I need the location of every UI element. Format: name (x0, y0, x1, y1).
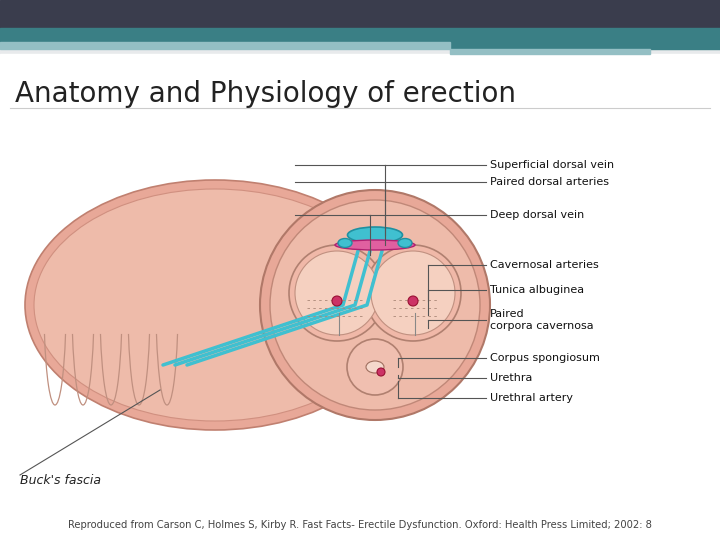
Circle shape (377, 368, 385, 376)
Bar (0, 28, 720, 42)
Circle shape (365, 245, 461, 341)
Circle shape (408, 296, 418, 306)
Ellipse shape (366, 361, 384, 373)
Circle shape (289, 245, 385, 341)
Circle shape (332, 296, 342, 306)
Text: Corpus spongiosum: Corpus spongiosum (490, 353, 600, 363)
Circle shape (371, 251, 455, 335)
Ellipse shape (25, 180, 405, 430)
Bar (0, 0, 720, 28)
Ellipse shape (34, 189, 396, 421)
Ellipse shape (398, 239, 412, 247)
Ellipse shape (335, 240, 415, 250)
Text: Paired dorsal arteries: Paired dorsal arteries (490, 177, 609, 187)
Bar (0, 42, 450, 49)
Text: Tunica albuginea: Tunica albuginea (490, 285, 584, 295)
Text: Urethral artery: Urethral artery (490, 393, 573, 403)
Text: Superficial dorsal vein: Superficial dorsal vein (490, 160, 614, 170)
Circle shape (260, 190, 490, 420)
Ellipse shape (348, 227, 402, 243)
Text: Reproduced from Carson C, Holmes S, Kirby R. Fast Facts- Erectile Dysfunction. O: Reproduced from Carson C, Holmes S, Kirb… (68, 520, 652, 530)
Circle shape (347, 339, 403, 395)
Ellipse shape (338, 239, 352, 247)
Text: Urethra: Urethra (490, 373, 532, 383)
Circle shape (295, 251, 379, 335)
Text: Paired
corpora cavernosa: Paired corpora cavernosa (490, 309, 593, 331)
Bar (450, 49, 650, 54)
Text: Anatomy and Physiology of erection: Anatomy and Physiology of erection (15, 80, 516, 108)
Text: Deep dorsal vein: Deep dorsal vein (490, 210, 584, 220)
Text: Buck's fascia: Buck's fascia (20, 474, 101, 487)
Bar (450, 42, 720, 49)
Text: Cavernosal arteries: Cavernosal arteries (490, 260, 599, 270)
Circle shape (270, 200, 480, 410)
